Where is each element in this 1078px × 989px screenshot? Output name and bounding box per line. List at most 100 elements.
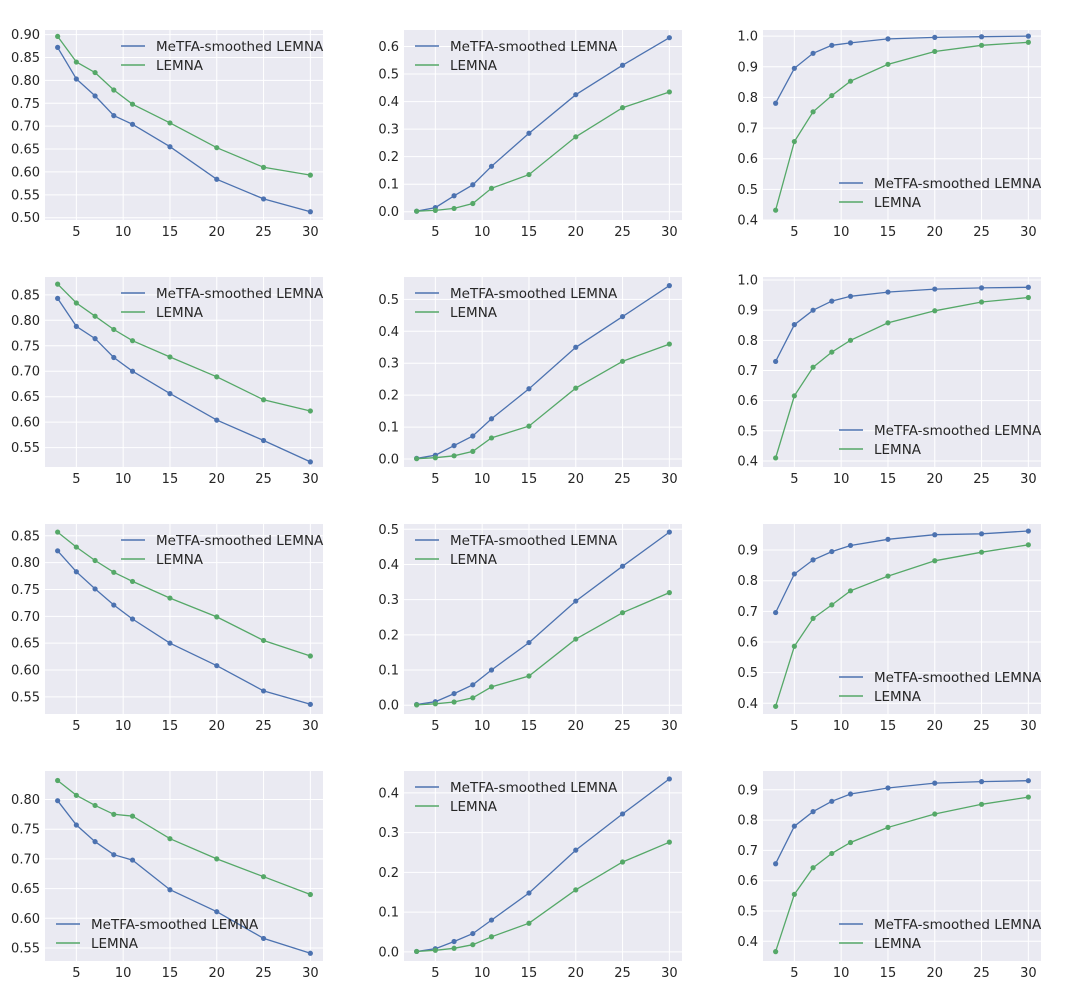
data-point-lemna [451,699,457,705]
data-point-metfa [810,50,816,56]
legend-label: MeTFA-smoothed LEMNA [450,780,618,796]
data-point-lemna [773,949,779,955]
data-point-metfa [470,682,476,688]
data-point-metfa [73,76,79,82]
data-point-lemna [451,205,457,212]
chart-panel-11: 0.0 0.1 0.2 0.3 0.4 5 10 15 20 25 30 MeTFA-smoothed… [378,771,682,981]
x-tick-label: 20 [208,472,225,487]
y-tick-label: 0.9 [737,544,758,559]
x-tick-label: 5 [431,225,439,240]
y-tick-label: 0.50 [11,211,40,226]
x-tick-label: 20 [208,225,225,240]
plot-area [763,524,1041,714]
data-point-lemna [978,549,985,555]
data-point-metfa [978,34,985,40]
data-point-metfa [260,196,267,202]
data-point-lemna [260,397,267,403]
y-tick-label: 0.65 [11,882,40,897]
data-point-lemna [1025,542,1031,548]
data-point-metfa [526,639,532,646]
data-point-metfa [167,391,173,397]
data-point-metfa [1025,33,1031,39]
data-point-lemna [847,78,854,84]
data-point-metfa [470,930,476,937]
chart-panel-3: 0.4 0.5 0.6 0.7 0.8 0.9 1.0 5 10 15 20 25 30 MeTFA-sm… [737,30,1042,240]
data-point-metfa [885,36,891,42]
data-point-metfa [1025,284,1031,290]
data-point-lemna [619,358,626,364]
data-point-metfa [55,798,61,804]
data-point-metfa [92,586,98,592]
x-tick-label: 30 [302,966,319,981]
data-point-lemna [214,856,220,862]
y-tick-label: 0.8 [737,91,758,106]
x-tick-label: 25 [614,966,631,981]
data-point-lemna [773,455,779,461]
data-point-metfa [932,34,938,40]
x-tick-label: 15 [521,966,538,981]
data-point-lemna [470,448,476,454]
data-point-lemna [791,138,797,145]
x-tick-label: 15 [880,225,897,240]
x-tick-label: 30 [1020,225,1037,240]
x-tick-label: 30 [302,719,319,734]
x-tick-label: 25 [973,719,990,734]
y-tick-label: 0.85 [11,529,40,544]
data-point-metfa [307,950,313,956]
data-point-lemna [307,653,313,659]
data-point-lemna [167,120,173,126]
legend: MeTFA-smoothed LEMNA LEMNA [839,917,1042,952]
legend: MeTFA-smoothed LEMNA LEMNA [415,286,618,321]
data-point-metfa [307,209,313,215]
y-tick-label: 0.3 [378,357,399,372]
data-point-lemna [810,109,816,115]
x-tick-label: 5 [72,719,80,734]
data-point-lemna [167,836,173,842]
plot-area [404,771,682,961]
data-point-lemna [260,874,267,880]
plot-area [404,524,682,714]
data-point-metfa [978,531,985,537]
x-tick-label: 5 [790,472,798,487]
data-point-lemna [526,673,532,679]
y-tick-label: 0.85 [11,51,40,66]
data-point-lemna [573,385,579,391]
data-point-lemna [666,839,672,845]
data-point-metfa [73,822,79,828]
data-point-lemna [55,777,61,784]
plot-area [45,524,323,714]
y-tick-label: 0.55 [11,188,40,203]
legend-label: LEMNA [874,195,922,211]
y-tick-label: 0.0 [378,453,399,468]
data-point-metfa [73,569,79,575]
x-tick-label: 30 [1020,966,1037,981]
data-point-metfa [619,313,626,320]
data-point-metfa [932,286,938,292]
legend-label: MeTFA-smoothed LEMNA [450,533,618,549]
legend-label: MeTFA-smoothed LEMNA [874,670,1042,686]
data-point-lemna [885,320,891,326]
x-tick-label: 20 [567,225,584,240]
data-point-metfa [829,298,835,304]
y-tick-label: 0.65 [11,390,40,405]
data-point-lemna [1025,39,1031,45]
data-point-lemna [414,456,420,462]
legend: MeTFA-smoothed LEMNA LEMNA [839,176,1042,211]
data-point-lemna [432,947,438,953]
data-point-metfa [773,100,779,106]
x-tick-label: 10 [833,472,850,487]
data-point-metfa [829,548,835,555]
x-tick-label: 25 [973,225,990,240]
x-tick-label: 15 [162,472,179,487]
data-point-metfa [470,433,476,439]
y-tick-label: 0.8 [737,334,758,349]
data-point-metfa [307,701,313,707]
data-point-lemna [885,61,891,67]
data-point-metfa [573,92,579,98]
data-point-lemna [885,573,891,579]
y-tick-label: 0.75 [11,97,40,112]
y-tick-label: 0.3 [378,826,399,841]
legend-label: MeTFA-smoothed LEMNA [874,423,1042,439]
data-point-metfa [791,823,797,829]
